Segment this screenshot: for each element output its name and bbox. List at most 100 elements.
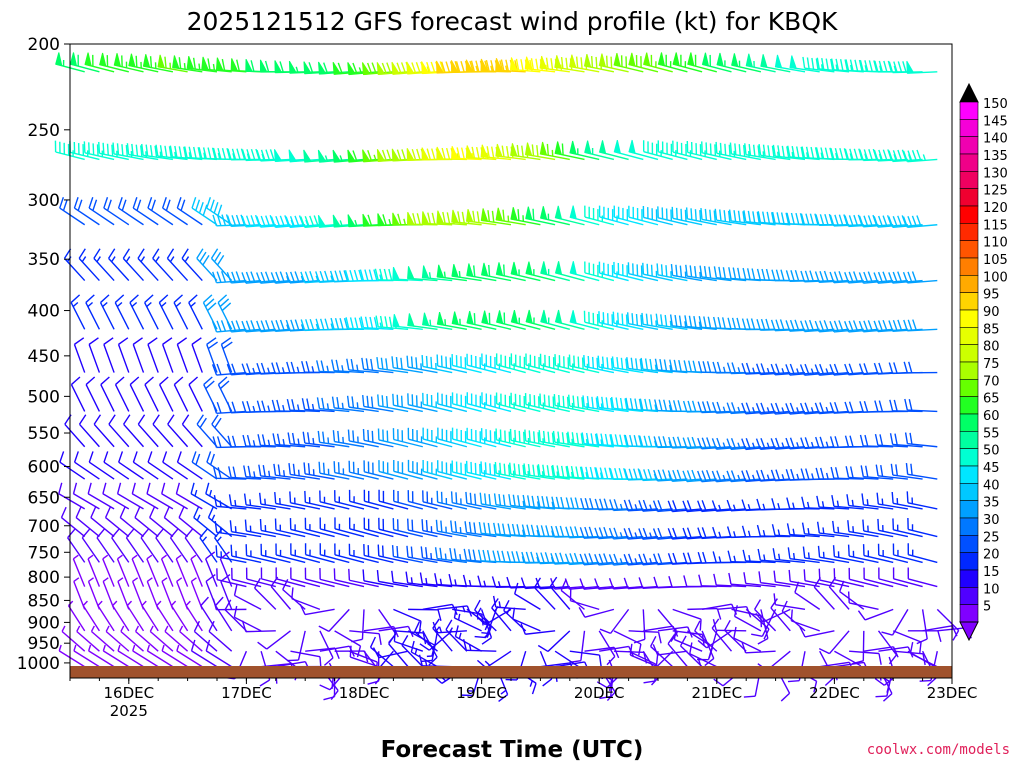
y-tick-label: 700	[28, 517, 60, 537]
wind-barb	[510, 392, 541, 413]
wind-barb	[903, 319, 938, 332]
barb-full	[758, 143, 762, 156]
barb-full	[70, 294, 81, 304]
barb-full	[816, 521, 821, 534]
wind-barb	[363, 517, 394, 538]
barb-pennant	[407, 313, 415, 327]
barb-full	[609, 434, 613, 446]
barb-half	[537, 501, 540, 508]
barb-full	[406, 355, 409, 368]
wind-barb	[213, 467, 247, 480]
barb-full	[205, 574, 216, 582]
barb-full	[216, 214, 222, 226]
barb-full	[468, 549, 472, 561]
barb-pennant	[406, 148, 415, 161]
wind-barb	[176, 197, 203, 226]
wind-barb	[789, 55, 820, 73]
barb-full	[755, 438, 762, 450]
barb-shaft	[190, 558, 203, 587]
wind-barb	[598, 630, 616, 666]
barb-full	[556, 465, 560, 477]
barb-full	[770, 469, 776, 481]
barb-shaft	[701, 218, 732, 226]
barb-pennant	[716, 52, 724, 67]
barb-pennant	[569, 205, 577, 220]
barb-shaft	[155, 537, 174, 563]
wind-barb	[922, 625, 958, 637]
barb-full	[276, 433, 281, 446]
barb-full	[418, 654, 423, 666]
barb-full	[785, 270, 791, 282]
barb-full	[625, 397, 629, 410]
wind-barb	[596, 396, 629, 413]
barb-shaft	[864, 608, 894, 621]
wind-barb	[466, 427, 497, 448]
barb-full	[589, 466, 594, 479]
barb-half	[619, 532, 624, 539]
barb-full	[308, 62, 314, 74]
wind-barb	[863, 646, 899, 658]
barb-half	[457, 613, 461, 621]
barb-shaft	[410, 651, 438, 668]
barb-full	[135, 55, 138, 68]
barb-full	[614, 468, 619, 480]
barb-full	[192, 57, 196, 70]
barb-pennant	[569, 54, 577, 69]
wind-barb	[273, 463, 306, 480]
barb-full	[231, 435, 237, 447]
barb-full	[745, 402, 751, 414]
barb-pennant	[583, 53, 592, 68]
barb-shaft	[152, 257, 174, 282]
barb-shaft	[908, 578, 938, 588]
barb-full	[122, 248, 131, 259]
barb-full	[755, 612, 764, 623]
barb-full	[747, 210, 751, 223]
barb-full	[405, 571, 409, 584]
wind-barb	[272, 433, 306, 448]
barb-full	[808, 319, 815, 332]
barb-shaft	[893, 578, 923, 588]
barb-full	[800, 270, 806, 283]
barb-full	[175, 482, 181, 494]
barb-full	[197, 147, 202, 159]
barb-pennant	[774, 54, 783, 69]
barb-full	[785, 364, 791, 376]
barb-full	[301, 361, 306, 373]
barb-full	[520, 59, 524, 71]
barb-full	[543, 394, 546, 406]
barb-half	[494, 605, 499, 612]
barb-full	[586, 396, 590, 408]
barb-shaft	[364, 500, 394, 510]
barb-full	[824, 677, 835, 687]
barb-full	[578, 607, 586, 618]
wind-barb	[188, 294, 203, 330]
credit-link[interactable]: coolwx.com/models	[866, 742, 1010, 758]
barb-full	[653, 576, 659, 588]
speed-colorbar: 1501451401351301251201151101051009590858…	[959, 82, 1008, 642]
barb-shaft	[437, 438, 468, 448]
wind-barb	[554, 309, 585, 330]
barb-shaft	[378, 470, 409, 480]
wind-barb	[844, 271, 879, 284]
wind-barb	[454, 625, 482, 652]
barb-pennant	[273, 149, 283, 162]
wind-barb	[363, 544, 394, 564]
wind-barb	[407, 266, 438, 282]
barb-full	[502, 494, 506, 507]
barb-full	[717, 317, 722, 329]
barb-shaft	[364, 471, 394, 480]
barb-full	[416, 213, 421, 225]
colorbar-swatch	[959, 205, 979, 224]
barb-shaft	[863, 554, 894, 564]
barb-full	[828, 576, 837, 588]
barb-full	[454, 521, 458, 533]
wind-barb	[633, 609, 646, 644]
barb-full	[668, 576, 673, 588]
barb-full	[162, 337, 173, 345]
wind-barb	[203, 376, 218, 412]
wind-barb	[407, 490, 438, 510]
barb-full	[618, 468, 623, 480]
barb-full	[575, 56, 579, 68]
colorbar-swatch	[959, 223, 979, 241]
barb-full	[731, 402, 737, 414]
